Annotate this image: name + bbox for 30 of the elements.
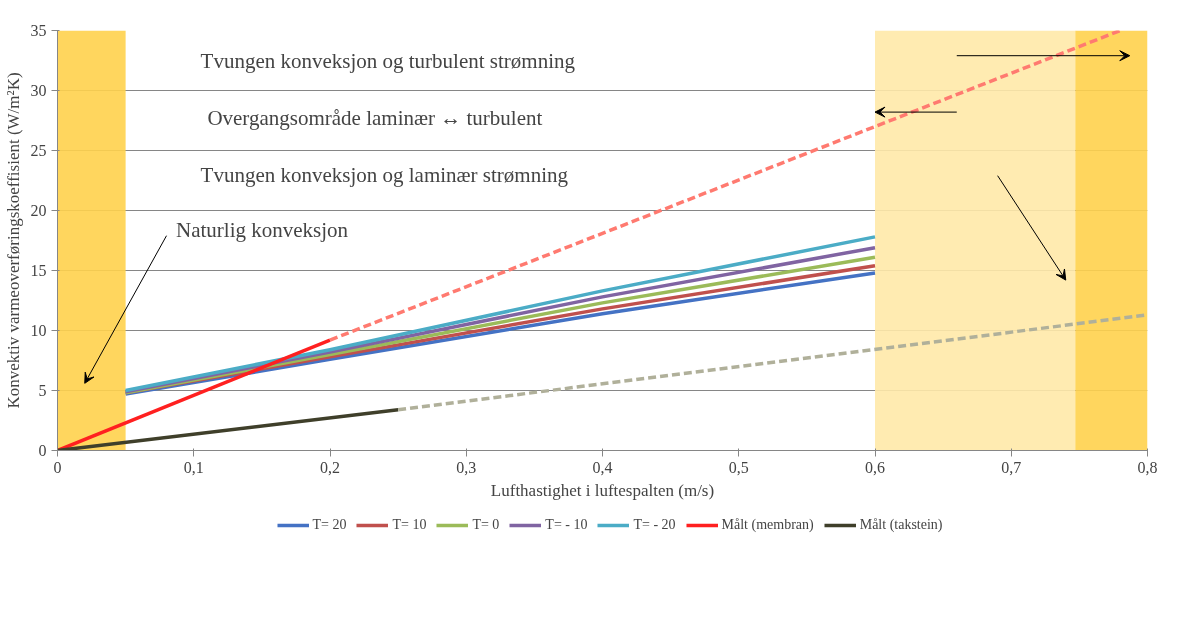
x-tick-label: 0 — [53, 458, 62, 476]
legend-label: T= 20 — [312, 516, 347, 533]
legend-label: Målt (takstein) — [859, 516, 943, 533]
y-tick-label: 10 — [30, 322, 47, 339]
x-axis-title: Lufthastighet i luftespalten (m/s) — [490, 480, 715, 500]
y-axis-title: Konvektiv varmeoverføringskoeffisient (W/m²K) — [3, 72, 23, 409]
y-tick-label: 0 — [38, 442, 47, 459]
x-tick-label: 0,7 — [1001, 458, 1022, 476]
x-tick-label: 0,4 — [592, 458, 613, 476]
y-tick-label: 15 — [30, 262, 47, 279]
annotation: Naturlig konveksjon — [176, 217, 349, 242]
legend-label: Målt (membran) — [721, 516, 814, 533]
annotation: Tvungen konveksjon og turbulent strømning — [200, 48, 576, 73]
legend-label: T= - 10 — [545, 516, 588, 533]
y-tick-label: 25 — [30, 142, 47, 159]
legend-label: T= 0 — [472, 516, 500, 533]
x-tick-label: 0,3 — [456, 458, 477, 476]
y-tick-label: 5 — [38, 382, 47, 399]
y-tick-label: 20 — [30, 202, 47, 219]
legend-label: T= 10 — [392, 516, 427, 533]
x-tick-label: 0,5 — [728, 458, 749, 476]
annotation: Tvungen konveksjon og laminær strømning — [200, 162, 569, 187]
y-tick-label: 35 — [30, 22, 47, 39]
x-tick-label: 0,2 — [320, 458, 340, 476]
x-tick-label: 0,1 — [183, 458, 204, 476]
annotation: Overgangsområde laminær ↔ turbulent — [207, 106, 543, 131]
x-tick-label: 0,6 — [865, 458, 885, 476]
y-tick-label: 30 — [30, 82, 47, 99]
x-tick-label: 0,8 — [1137, 458, 1158, 476]
legend-label: T= - 20 — [633, 516, 676, 533]
